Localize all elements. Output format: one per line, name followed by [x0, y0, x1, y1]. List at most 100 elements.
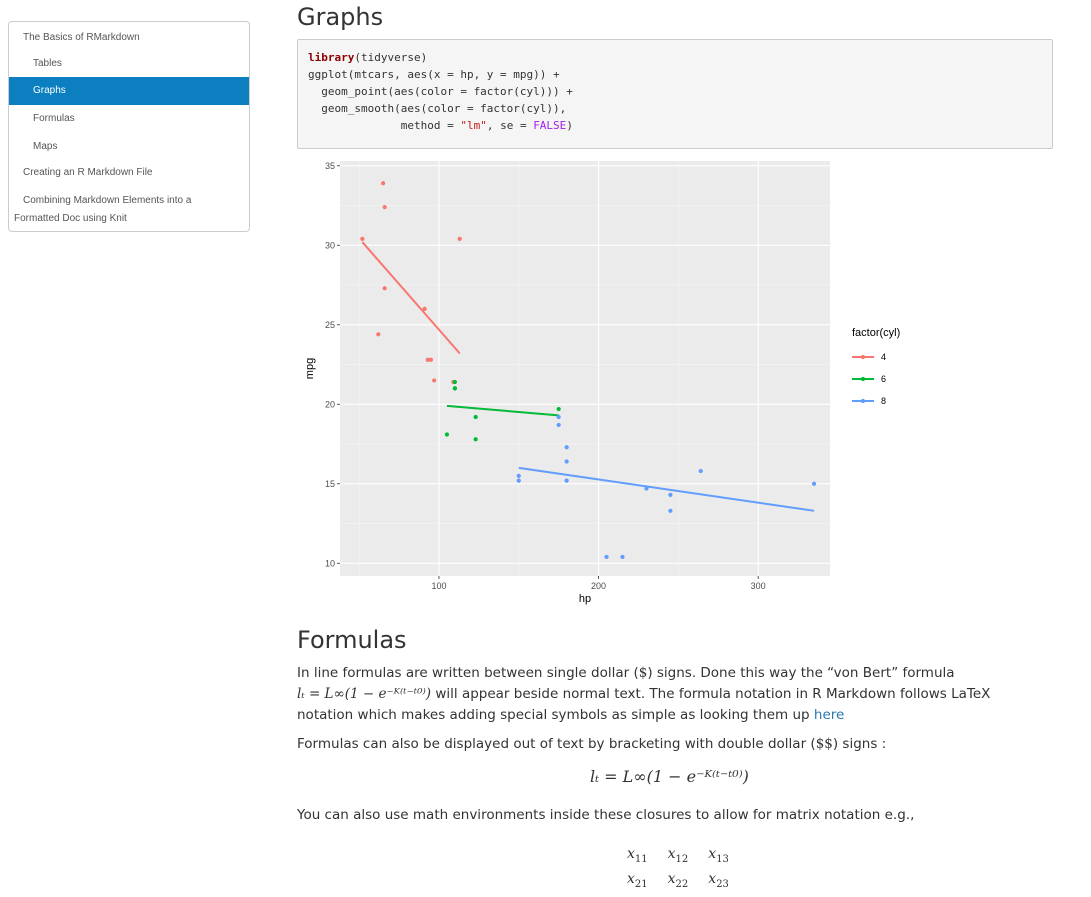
data-point-cyl-6 — [444, 432, 450, 437]
toc-item-maps[interactable]: Maps — [33, 141, 58, 152]
code-line: ggplot(mtcars, aes(x = hp, y = mpg)) + — [308, 68, 560, 81]
code-text: , se = — [486, 119, 534, 132]
legend-key-point — [860, 398, 866, 404]
data-point-cyl-8 — [556, 414, 561, 420]
data-point-cyl-8 — [564, 459, 569, 464]
double-dollar-symbol: $$ — [815, 736, 833, 752]
toc-item-combining-1[interactable]: Combining Markdown Elements into a — [23, 195, 192, 206]
data-point-cyl-4 — [382, 205, 387, 210]
x-tick-label: 100 — [431, 581, 446, 591]
paragraph-inline-3: notation which makes adding special symb… — [297, 705, 844, 725]
data-point-cyl-8 — [556, 422, 561, 428]
data-point-cyl-4 — [425, 357, 430, 362]
text: ) signs. Done this way the “von Bert” fo… — [647, 665, 955, 681]
toc-item-graphs[interactable]: Graphs — [9, 77, 249, 105]
code-string: "lm" — [460, 119, 487, 132]
data-point-cyl-8 — [811, 481, 817, 486]
text: ) signs : — [832, 736, 887, 752]
toc-item-basics[interactable]: The Basics of RMarkdown — [23, 32, 140, 43]
x-tick-label: 200 — [591, 581, 606, 591]
code-text: ) — [566, 119, 573, 132]
section-title-graphs: Graphs — [297, 3, 384, 31]
x-axis-label: hp — [579, 593, 591, 605]
scatter-plot: 100 200 300 10 15 20 25 30 35 hp mpg factor(cyl) 4 6 8 — [304, 161, 900, 605]
data-point-cyl-6 — [473, 414, 478, 420]
data-point-cyl-8 — [620, 554, 625, 560]
code-text: method = — [308, 119, 461, 132]
here-link[interactable]: here — [813, 707, 845, 723]
matrix-row: x21 x22 x23 — [618, 869, 738, 892]
legend-title: factor(cyl) — [852, 327, 900, 339]
table-of-contents: The Basics of RMarkdown Tables Graphs Fo… — [8, 21, 250, 232]
data-point-cyl-8 — [604, 554, 609, 560]
toc-item-formulas[interactable]: Formulas — [33, 113, 75, 124]
data-point-cyl-4 — [382, 286, 387, 291]
toc-item-combining-2[interactable]: Formatted Doc using Knit — [14, 213, 127, 224]
paragraph-display: Formulas can also be displayed out of te… — [297, 734, 886, 754]
display-formula: lₜ = L∞(1 − e⁻ᴷ⁽ᵗ⁻ᵗ⁰⁾) — [590, 767, 749, 786]
matrix-cell: x21 — [627, 870, 648, 890]
matrix-cell: x23 — [708, 870, 729, 890]
toc-item-tables[interactable]: Tables — [33, 58, 62, 69]
data-point-cyl-6 — [556, 406, 561, 412]
data-point-cyl-4 — [422, 306, 427, 311]
code-keyword: library — [308, 51, 355, 64]
data-point-cyl-6 — [452, 386, 458, 391]
data-point-cyl-8 — [516, 478, 521, 483]
paragraph-inline-1: In line formulas are written between sin… — [297, 663, 955, 683]
section-title-formulas: Formulas — [297, 626, 407, 654]
data-point-cyl-8 — [516, 473, 521, 478]
x-tick-label: 300 — [751, 581, 766, 591]
data-point-cyl-8 — [564, 478, 569, 483]
matrix-cell: x12 — [667, 846, 689, 865]
code-boolean: FALSE — [533, 119, 567, 132]
matrix-cell: x11 — [627, 846, 648, 865]
data-point-cyl-4 — [457, 236, 462, 242]
legend-key-point — [860, 354, 866, 360]
inline-formula: lₜ = L∞(1 − e⁻ᴷ⁽ᵗ⁻ᵗ⁰⁾) — [297, 686, 432, 702]
data-point-cyl-8 — [668, 508, 673, 513]
y-tick-label: 25 — [325, 320, 335, 330]
text: will appear beside normal text. The form… — [431, 686, 991, 702]
matrix-cell: x13 — [708, 846, 729, 865]
y-tick-label: 20 — [325, 399, 335, 409]
data-point-cyl-8 — [668, 492, 673, 498]
legend-label: 4 — [881, 352, 886, 362]
toc-item-creating-file[interactable]: Creating an R Markdown File — [23, 167, 153, 178]
data-point-cyl-6 — [452, 379, 458, 385]
code-line: geom_point(aes(color = factor(cyl))) + — [308, 85, 573, 98]
y-tick-label: 35 — [325, 161, 335, 171]
data-point-cyl-8 — [644, 486, 649, 491]
paragraph-inline-2: lₜ = L∞(1 − e⁻ᴷ⁽ᵗ⁻ᵗ⁰⁾) will appear besid… — [297, 684, 990, 704]
data-point-cyl-4 — [432, 378, 437, 383]
y-axis-label: mpg — [304, 358, 316, 379]
legend-label: 8 — [881, 396, 886, 406]
trend-line-cyl-4 — [361, 241, 461, 355]
text: In line formulas are written between sin… — [297, 665, 639, 681]
data-point-cyl-4 — [428, 357, 434, 362]
paragraph-matrix: You can also use math environments insid… — [297, 807, 915, 823]
y-tick-label: 30 — [325, 240, 335, 250]
code-text: (tidyverse) — [354, 51, 428, 64]
matrix-row: x11 x12 x13 — [618, 844, 738, 867]
plot-panel — [340, 161, 830, 576]
code-line: geom_smooth(aes(color = factor(cyl)), — [308, 102, 567, 115]
code-block: library(tidyverse) ggplot(mtcars, aes(x … — [297, 39, 1053, 149]
trend-line-cyl-8 — [518, 466, 815, 512]
y-tick-label: 15 — [325, 479, 335, 489]
matrix-cell: x22 — [667, 870, 689, 890]
text: Formulas can also be displayed out of te… — [297, 736, 816, 752]
text: notation which makes adding special symb… — [297, 707, 814, 723]
legend-label: 6 — [881, 374, 886, 384]
legend-key-point — [860, 376, 866, 382]
trend-line-cyl-6 — [446, 404, 559, 417]
data-point-cyl-4 — [376, 332, 381, 337]
data-point-cyl-4 — [380, 181, 386, 186]
y-tick-label: 10 — [325, 558, 335, 568]
dollar-symbol: $ — [638, 665, 648, 681]
data-point-cyl-6 — [473, 437, 478, 442]
matrix: x11 x12 x13 x21 x22 x23 — [616, 842, 740, 894]
data-point-cyl-8 — [564, 445, 569, 450]
data-point-cyl-8 — [698, 468, 703, 474]
data-point-cyl-4 — [360, 236, 365, 242]
